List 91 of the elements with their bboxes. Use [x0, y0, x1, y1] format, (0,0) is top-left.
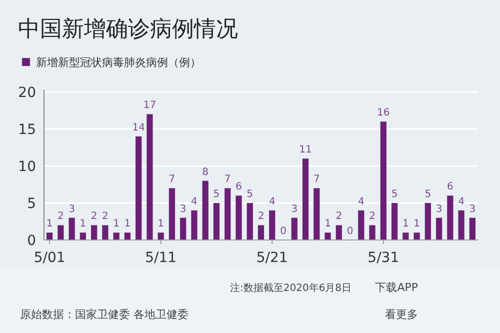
- data-label: 2: [90, 211, 98, 222]
- bar: [68, 218, 75, 240]
- bar: [213, 203, 220, 240]
- data-label: 7: [224, 174, 231, 186]
- data-label: 11: [299, 144, 312, 156]
- bar: [469, 218, 476, 240]
- bar: [102, 225, 108, 240]
- bar: [358, 210, 364, 240]
- bar: [146, 114, 153, 240]
- data-label: 1: [324, 218, 331, 230]
- bar: [124, 232, 131, 240]
- data-label: 4: [458, 196, 464, 208]
- bar: [369, 225, 376, 240]
- text: 下载APP: [375, 281, 418, 294]
- data-label: 4: [358, 196, 364, 208]
- bar: [191, 210, 198, 240]
- data-label: 6: [236, 182, 242, 193]
- bar: [302, 158, 309, 240]
- data-label: 2: [258, 211, 264, 222]
- x-tick-label: 5/21: [256, 250, 288, 266]
- data-label: 7: [168, 174, 176, 186]
- bar: [91, 225, 98, 240]
- x-tick-label: 5/31: [368, 250, 400, 266]
- bar: [180, 218, 186, 240]
- data-label: 7: [313, 174, 320, 186]
- chart-title: 中国新增确诊病例情况: [18, 17, 238, 42]
- data-label: 1: [113, 218, 120, 230]
- bar: [447, 196, 454, 240]
- data-label: 17: [143, 100, 156, 112]
- bar: [258, 225, 264, 240]
- data-label: 3: [180, 204, 186, 215]
- bar: [168, 188, 176, 240]
- bar: [58, 225, 64, 240]
- bar: [324, 232, 331, 240]
- bar: [136, 136, 142, 240]
- data-label: 3: [68, 204, 76, 215]
- data-label: 5: [213, 189, 220, 200]
- bar: [291, 218, 298, 240]
- y-tick-label: 15: [18, 122, 36, 138]
- bar: [113, 232, 120, 240]
- bar: [269, 210, 276, 240]
- data-label: 0: [346, 226, 354, 237]
- bar: [158, 232, 164, 240]
- data-label: 8: [202, 166, 209, 178]
- bar: [314, 188, 320, 240]
- legend-label: 新增新型冠状病毒肺炎病例（例）: [36, 56, 201, 69]
- y-tick-label: 5: [27, 196, 36, 212]
- bar: [414, 232, 420, 240]
- data-label: 0: [280, 226, 286, 237]
- bar: [458, 210, 464, 240]
- data-label: 1: [158, 218, 164, 230]
- data-label: 2: [58, 211, 64, 222]
- data-label: 1: [80, 218, 86, 230]
- y-tick-label: 20: [18, 85, 36, 101]
- bar: [202, 180, 208, 240]
- bar: [46, 232, 53, 240]
- bar: [336, 225, 342, 240]
- data-label: 1: [124, 218, 131, 230]
- bar: [436, 218, 442, 240]
- data-label: 1: [414, 218, 420, 230]
- bar: [236, 196, 242, 240]
- data-label: 2: [336, 211, 342, 222]
- data-label: 5: [246, 189, 254, 200]
- data-label: 4: [191, 196, 198, 208]
- bar: [380, 122, 386, 240]
- data-label: 2: [369, 211, 376, 222]
- text: 原始数据：国家卫健委 各地卫健委: [20, 308, 188, 321]
- data-label: 3: [436, 204, 442, 215]
- text: 看更多: [385, 308, 418, 321]
- data-label: 3: [291, 204, 298, 215]
- x-tick-label: 5/01: [34, 250, 66, 266]
- data-label: 6: [446, 182, 454, 193]
- data-label: 3: [469, 204, 476, 215]
- data-label: 4: [268, 196, 276, 208]
- bar: [80, 232, 86, 240]
- data-label: 1: [402, 218, 409, 230]
- x-tick-label: 5/11: [145, 250, 177, 266]
- data-label: 5: [391, 189, 398, 200]
- data-label: 14: [132, 122, 145, 134]
- text: 注:数据截至2020年6月8日: [230, 282, 352, 294]
- y-tick-label: 10: [18, 159, 36, 175]
- bar: [402, 232, 409, 240]
- bar: [391, 203, 398, 240]
- bar: [246, 203, 253, 240]
- bar: [424, 203, 431, 240]
- bar: [224, 188, 231, 240]
- data-label: 5: [424, 189, 432, 200]
- data-label: 2: [102, 211, 108, 222]
- data-label: 1: [46, 218, 53, 230]
- y-tick-label: 0: [27, 233, 36, 249]
- data-label: 16: [377, 108, 390, 119]
